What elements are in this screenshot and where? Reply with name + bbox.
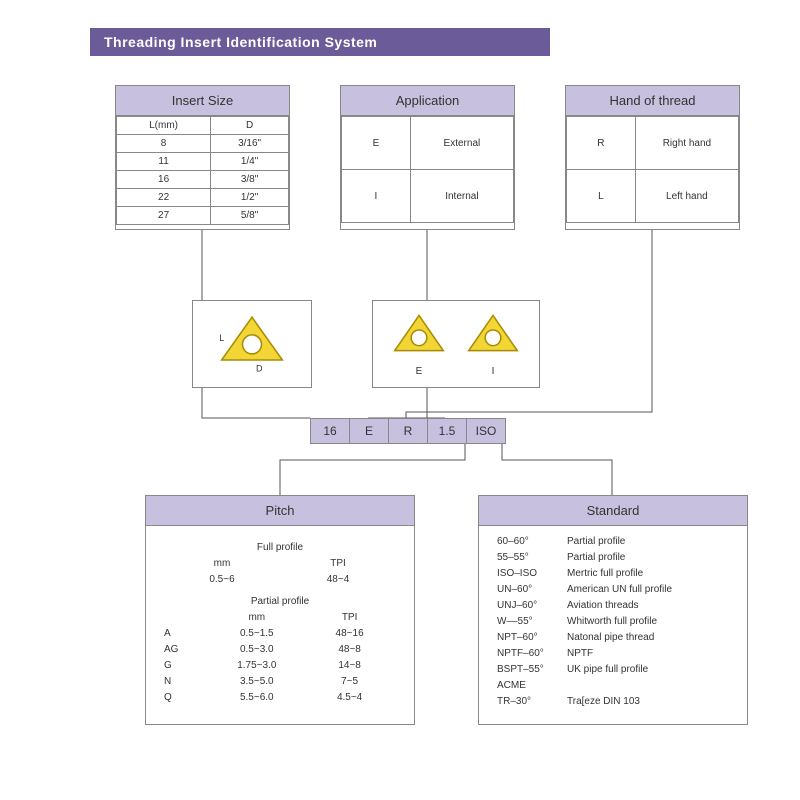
application-table: EExternalIInternal bbox=[341, 116, 514, 223]
code-cell: 16 bbox=[310, 418, 350, 444]
cell: 3/16" bbox=[211, 135, 289, 153]
cell: 8 bbox=[117, 135, 211, 153]
insert-size-header: Insert Size bbox=[116, 86, 289, 116]
application-panel: Application EExternalIInternal bbox=[340, 85, 515, 230]
insert-orientation-illustration: E I bbox=[372, 300, 540, 388]
pitch-header: Pitch bbox=[146, 496, 414, 526]
code-row: 16ER1.5ISO bbox=[310, 418, 506, 444]
hand-table: RRight handLLeft hand bbox=[566, 116, 739, 223]
insert-dimension-illustration: LD bbox=[192, 300, 312, 388]
col-header: D bbox=[211, 117, 289, 135]
cell: 1/2" bbox=[211, 189, 289, 207]
svg-text:D: D bbox=[256, 364, 263, 374]
cell: 16 bbox=[117, 171, 211, 189]
pitch-body: Full profilemm0.5~6TPI48~4Partial profil… bbox=[146, 526, 414, 714]
pitch-panel: Pitch Full profilemm0.5~6TPI48~4Partial … bbox=[145, 495, 415, 725]
cell: 1/4" bbox=[211, 153, 289, 171]
insert-size-table: L(mm)D83/16"111/4"163/8"221/2"275/8" bbox=[116, 116, 289, 225]
cell: External bbox=[410, 117, 513, 170]
cell: 27 bbox=[117, 207, 211, 225]
cell: 3/8" bbox=[211, 171, 289, 189]
code-cell: E bbox=[349, 418, 389, 444]
svg-text:L: L bbox=[219, 333, 224, 343]
cell: 22 bbox=[117, 189, 211, 207]
cell: Internal bbox=[410, 170, 513, 223]
application-header: Application bbox=[341, 86, 514, 116]
hand-panel: Hand of thread RRight handLLeft hand bbox=[565, 85, 740, 230]
cell: I bbox=[342, 170, 411, 223]
cell: Right hand bbox=[635, 117, 738, 170]
standard-body: 60–60°Partial profile55–55°Partial profi… bbox=[479, 526, 747, 718]
cell: 11 bbox=[117, 153, 211, 171]
cell: R bbox=[567, 117, 636, 170]
cell: E bbox=[342, 117, 411, 170]
cell: Left hand bbox=[635, 170, 738, 223]
standard-header: Standard bbox=[479, 496, 747, 526]
insert-size-panel: Insert Size L(mm)D83/16"111/4"163/8"221/… bbox=[115, 85, 290, 230]
cell: L bbox=[567, 170, 636, 223]
code-cell: R bbox=[388, 418, 428, 444]
col-header: L(mm) bbox=[117, 117, 211, 135]
code-cell: 1.5 bbox=[427, 418, 467, 444]
standard-panel: Standard 60–60°Partial profile55–55°Part… bbox=[478, 495, 748, 725]
cell: 5/8" bbox=[211, 207, 289, 225]
title-banner: Threading Insert Identification System bbox=[90, 28, 550, 56]
hand-header: Hand of thread bbox=[566, 86, 739, 116]
code-cell: ISO bbox=[466, 418, 506, 444]
